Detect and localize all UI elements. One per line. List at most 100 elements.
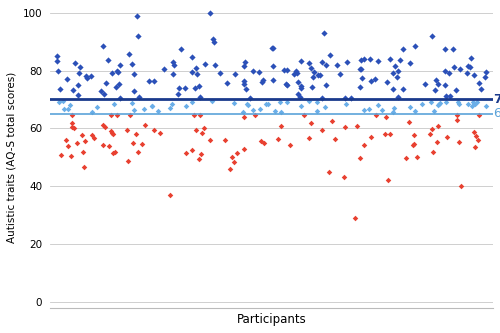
Point: [332, 136, 340, 141]
Point: [366, 57, 374, 62]
Point: [294, 79, 302, 85]
Point: [378, 107, 386, 113]
Point: [156, 130, 164, 135]
Point: [405, 120, 413, 125]
Point: [398, 87, 406, 92]
Point: [426, 131, 434, 137]
Point: [246, 95, 254, 100]
Point: [145, 78, 153, 84]
Point: [249, 68, 257, 73]
Point: [394, 68, 402, 74]
Point: [195, 83, 203, 89]
Point: [248, 108, 256, 113]
Point: [130, 107, 138, 112]
Point: [210, 39, 218, 45]
Point: [356, 66, 364, 71]
Point: [68, 124, 76, 130]
Point: [75, 70, 83, 76]
Point: [308, 120, 316, 125]
Point: [208, 36, 216, 41]
Point: [240, 81, 248, 87]
Y-axis label: Autistic traits (AQ-S total scores): Autistic traits (AQ-S total scores): [7, 72, 17, 243]
Point: [390, 106, 398, 111]
Point: [262, 101, 270, 106]
Point: [240, 147, 248, 152]
Point: [308, 84, 316, 90]
Point: [433, 139, 441, 145]
Point: [470, 130, 478, 135]
Point: [328, 118, 336, 124]
Point: [240, 79, 248, 84]
Point: [360, 56, 368, 62]
Point: [456, 183, 464, 189]
Point: [109, 151, 117, 156]
Point: [386, 131, 394, 136]
Point: [134, 13, 141, 18]
Point: [366, 106, 374, 112]
Point: [268, 46, 276, 51]
Point: [134, 150, 142, 155]
Point: [456, 67, 464, 72]
Point: [264, 102, 272, 107]
Point: [174, 91, 182, 96]
Point: [60, 107, 68, 112]
Point: [306, 66, 314, 71]
Point: [182, 103, 190, 109]
Point: [351, 215, 359, 220]
Point: [341, 95, 349, 101]
Point: [206, 10, 214, 15]
Point: [110, 102, 118, 107]
Point: [389, 110, 397, 115]
X-axis label: Participants: Participants: [236, 313, 306, 326]
Point: [240, 59, 248, 64]
Point: [342, 102, 350, 107]
Point: [428, 99, 436, 105]
Point: [87, 73, 95, 79]
Point: [428, 33, 436, 39]
Point: [316, 73, 324, 78]
Point: [296, 103, 304, 109]
Point: [292, 68, 300, 73]
Point: [140, 122, 148, 127]
Point: [256, 107, 264, 112]
Point: [476, 113, 484, 118]
Point: [194, 156, 202, 162]
Point: [88, 132, 96, 137]
Point: [428, 126, 436, 132]
Point: [150, 78, 158, 84]
Point: [320, 30, 328, 36]
Point: [128, 141, 136, 146]
Point: [176, 47, 184, 52]
Point: [194, 72, 202, 77]
Point: [231, 71, 239, 77]
Point: [314, 72, 322, 77]
Point: [310, 69, 318, 75]
Point: [259, 78, 267, 83]
Point: [394, 95, 402, 100]
Point: [432, 78, 440, 83]
Point: [68, 113, 76, 118]
Point: [435, 101, 443, 107]
Point: [70, 60, 78, 65]
Point: [357, 57, 365, 62]
Point: [240, 114, 248, 119]
Point: [135, 94, 143, 100]
Point: [148, 104, 156, 109]
Point: [388, 86, 396, 92]
Point: [126, 113, 134, 118]
Point: [341, 125, 349, 130]
Point: [372, 113, 380, 118]
Point: [278, 123, 285, 129]
Point: [270, 108, 278, 114]
Point: [132, 132, 140, 137]
Point: [268, 64, 276, 69]
Point: [268, 77, 276, 82]
Point: [188, 148, 196, 153]
Point: [226, 167, 234, 172]
Point: [442, 99, 450, 105]
Point: [102, 80, 110, 85]
Point: [421, 81, 429, 86]
Point: [406, 61, 414, 66]
Point: [411, 43, 419, 49]
Point: [192, 127, 200, 133]
